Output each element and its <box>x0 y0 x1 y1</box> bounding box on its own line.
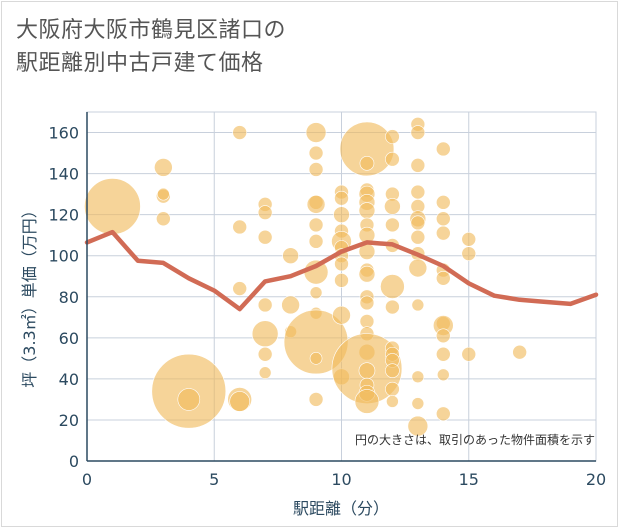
bubble-point <box>258 366 272 380</box>
bubble-point <box>358 202 376 219</box>
bubble-point <box>308 162 324 177</box>
bubble-point <box>251 320 279 348</box>
bubble-point <box>461 346 477 362</box>
bubble-point <box>232 219 247 235</box>
bubble-point <box>461 231 477 247</box>
bubble-point <box>411 370 425 384</box>
bubble-point <box>407 415 429 437</box>
bubble-point <box>435 211 451 227</box>
bubble-point <box>411 298 425 312</box>
x-tick-label: 15 <box>459 470 479 489</box>
y-tick-label: 140 <box>48 165 79 184</box>
x-axis-label: 駅距離（分） <box>293 499 389 518</box>
bubble-point <box>334 256 349 272</box>
bubble-point <box>333 206 350 223</box>
bubble-point <box>359 295 375 311</box>
bubble-point <box>339 121 395 177</box>
y-tick-label: 0 <box>69 452 79 471</box>
size-note: 円の大きさは、取引のあった物件面積を示す <box>355 432 595 447</box>
bubble-point <box>385 151 400 167</box>
bubble-point <box>461 246 477 261</box>
bubble-point <box>410 158 426 173</box>
bubble-point <box>84 178 141 235</box>
bubble-point <box>359 314 375 329</box>
bubble-point <box>385 217 400 233</box>
bubble-point <box>358 265 376 283</box>
bubble-layer <box>84 117 527 437</box>
bubble-point <box>257 297 273 313</box>
bubble-point <box>435 225 451 241</box>
bubble-point <box>354 389 380 414</box>
bubble-point <box>154 158 173 177</box>
bubble-point <box>156 211 171 227</box>
bubble-point <box>308 145 324 161</box>
bubble-point <box>257 229 273 245</box>
bubble-point <box>177 388 201 411</box>
bubble-point <box>306 195 326 214</box>
bubble-point <box>334 190 349 206</box>
bubble-point <box>257 346 273 362</box>
bubble-point <box>257 205 273 220</box>
bubble-point <box>309 352 323 365</box>
bubble-point <box>410 125 426 140</box>
bubble-point <box>435 270 451 286</box>
bubble-point <box>435 141 451 157</box>
bubble-point <box>281 295 300 315</box>
y-tick-label: 120 <box>48 206 79 225</box>
bubble-point <box>385 129 400 144</box>
bubble-point <box>157 187 170 201</box>
y-tick-label: 80 <box>59 288 79 307</box>
bubble-point <box>232 125 247 140</box>
bubble-point <box>334 273 349 288</box>
bubble-point <box>512 344 527 360</box>
chart-title: 大阪府大阪市鶴見区諸口の 駅距離別中古戸建て価格 <box>16 14 436 80</box>
bubble-point <box>384 198 401 215</box>
bubble-point <box>435 195 451 210</box>
bubble-point <box>359 156 375 171</box>
average-price-line <box>84 229 599 312</box>
bubble-point <box>410 229 426 245</box>
x-tick-label: 10 <box>331 470 351 489</box>
chart-title-line2: 駅距離別中古戸建て価格 <box>16 51 264 76</box>
bubble-point <box>282 247 299 265</box>
y-tick-label: 100 <box>48 247 79 266</box>
bubble-point <box>385 381 400 397</box>
x-tick-label: 0 <box>82 470 92 489</box>
bubble-point <box>385 363 400 378</box>
bubble-point <box>232 281 247 296</box>
bubble-point <box>229 391 250 412</box>
y-axis-label: 坪（3.3㎡）単価（万円） <box>20 202 39 387</box>
bubble-point <box>435 406 451 422</box>
bubble-point <box>358 362 376 379</box>
bubble-point <box>411 397 425 410</box>
bubble-point <box>385 299 400 315</box>
bubble-point <box>435 346 451 362</box>
x-tick-label: 20 <box>586 470 606 489</box>
bubble-point <box>309 286 323 299</box>
bubble-point <box>408 258 428 278</box>
bubble-point <box>308 234 324 249</box>
axes: 0 20 40 60 80 100 120 140 160 0 5 10 15 20 <box>48 112 606 489</box>
average-line-layer <box>84 229 599 312</box>
bubble-point <box>305 122 327 143</box>
bubble-point <box>308 392 324 407</box>
y-tick-label: 40 <box>59 370 79 389</box>
bubble-point <box>435 328 451 344</box>
bubble-point <box>410 215 426 231</box>
y-tick-label: 60 <box>59 329 79 348</box>
chart-title-line1: 大阪府大阪市鶴見区諸口の <box>16 18 287 43</box>
y-tick-label: 160 <box>48 124 79 143</box>
bubble-point <box>436 368 450 382</box>
bubble-point <box>410 184 426 200</box>
y-tick-label: 20 <box>59 411 79 430</box>
bubble-point <box>386 395 399 408</box>
bubble-point <box>380 274 405 299</box>
x-tick-label: 5 <box>209 470 219 489</box>
bubble-point <box>308 217 324 233</box>
bubble-point <box>332 305 351 325</box>
